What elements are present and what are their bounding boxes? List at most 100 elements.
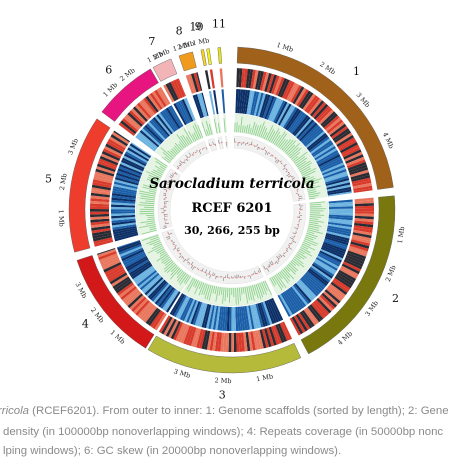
gene-density-bin [296, 89, 309, 107]
skew-bar [298, 197, 303, 200]
gc-bar [174, 145, 181, 153]
skew-bar [205, 269, 208, 273]
repeat-bin [124, 254, 147, 268]
tick-label: 2 Mb [58, 173, 69, 191]
skew-bar [196, 149, 198, 152]
repeat-bin [142, 275, 162, 294]
gc-bar [194, 280, 199, 288]
gene-density-bin [250, 331, 256, 351]
repeat-bin [210, 305, 217, 330]
skew-bar [276, 160, 280, 164]
repeat-bin [160, 288, 176, 309]
gene-density-bin [154, 89, 167, 108]
skew-bar [165, 235, 170, 239]
gene-density-bin [317, 107, 333, 123]
gc-bar [298, 162, 313, 171]
gc-bar [164, 259, 173, 266]
gc-bar [303, 240, 317, 247]
repeat-bin [326, 182, 351, 190]
gene-density-bin [345, 254, 365, 265]
gene-density-bin [238, 332, 243, 352]
repeat-bin [147, 121, 166, 141]
repeat-bin [324, 236, 349, 246]
gc-bar [171, 148, 178, 155]
skew-bar [215, 276, 217, 280]
repeat-bin [239, 89, 244, 114]
gene-density-bin [90, 195, 110, 200]
gene-density-bin [100, 255, 119, 266]
skew-band [193, 262, 264, 285]
gene-density-bin [349, 169, 369, 178]
gene-density-bin [290, 85, 302, 103]
repeat-bin [328, 199, 353, 204]
gc-bar [170, 265, 178, 273]
repeat-bin [156, 285, 173, 306]
gc-bar [259, 282, 265, 295]
repeat-bin [171, 294, 186, 316]
repeat-bin [244, 305, 250, 330]
gene-density-bin [90, 211, 110, 215]
repeat-bin [253, 92, 262, 116]
gc-bar [304, 238, 319, 245]
gc-skew-track [157, 135, 307, 285]
skew-bar [169, 174, 174, 177]
skew-bar [256, 147, 259, 150]
gene-density-bin [261, 328, 269, 348]
gene-density-bin [341, 263, 360, 275]
gene-density-bin [117, 282, 134, 296]
repeat-bin [327, 186, 352, 194]
repeat-bin [316, 150, 339, 164]
skew-bar [286, 173, 290, 177]
gc-bar [309, 216, 322, 218]
skew-bar [176, 247, 180, 250]
repeat-bin [226, 306, 230, 331]
repeat-bin [248, 90, 255, 115]
gene-density-bin [306, 96, 321, 114]
gc-bar [162, 152, 173, 161]
repeat-bin [222, 306, 226, 331]
gc-bar [278, 138, 286, 148]
repeat-bin [114, 177, 139, 186]
gene-density-bin [111, 131, 130, 145]
repeat-bin [328, 216, 353, 221]
repeat-bin [301, 125, 321, 144]
gc-bar [223, 118, 226, 133]
repeat-bin [116, 170, 141, 181]
repeat-bin [135, 268, 156, 285]
gc-bar [179, 273, 188, 285]
gc-bar [299, 165, 311, 173]
repeat-bin [165, 107, 181, 129]
repeat-bin [255, 303, 264, 328]
gene-density-bin [316, 297, 332, 314]
repeat-bin [145, 123, 165, 142]
gene-density-bin [331, 125, 349, 140]
gene-density-bin [115, 280, 133, 294]
repeat-bin [326, 231, 351, 239]
repeat-bin [112, 186, 137, 193]
repeat-bin [179, 99, 192, 123]
gc-bar [253, 284, 259, 299]
gene-density-bin [97, 248, 117, 258]
gc-bar [304, 176, 314, 181]
repeat-bin [117, 240, 141, 251]
gc-bar [159, 250, 166, 255]
gene-density-bin [340, 265, 359, 277]
gc-bar [154, 157, 168, 167]
gene-density-bin [100, 153, 120, 164]
repeat-bin [121, 249, 145, 262]
gene-density-bin [331, 279, 349, 293]
gc-bar [309, 197, 316, 200]
skew-bar [285, 251, 287, 254]
skew-midline [209, 143, 216, 146]
repeat-bin [208, 305, 215, 330]
gene-density-bin [114, 278, 132, 292]
gc-bar [174, 142, 182, 151]
gc-bar [258, 121, 265, 137]
gene-density-bin [288, 83, 300, 102]
gene-density-bin [245, 331, 251, 352]
gc-bar [293, 151, 308, 163]
gc-bar [149, 227, 157, 231]
gc-bar [249, 127, 252, 135]
scaffold-labels: 1 2 3 4 5 6 7 8 910 11 [45, 17, 399, 401]
gc-bar [183, 128, 193, 144]
